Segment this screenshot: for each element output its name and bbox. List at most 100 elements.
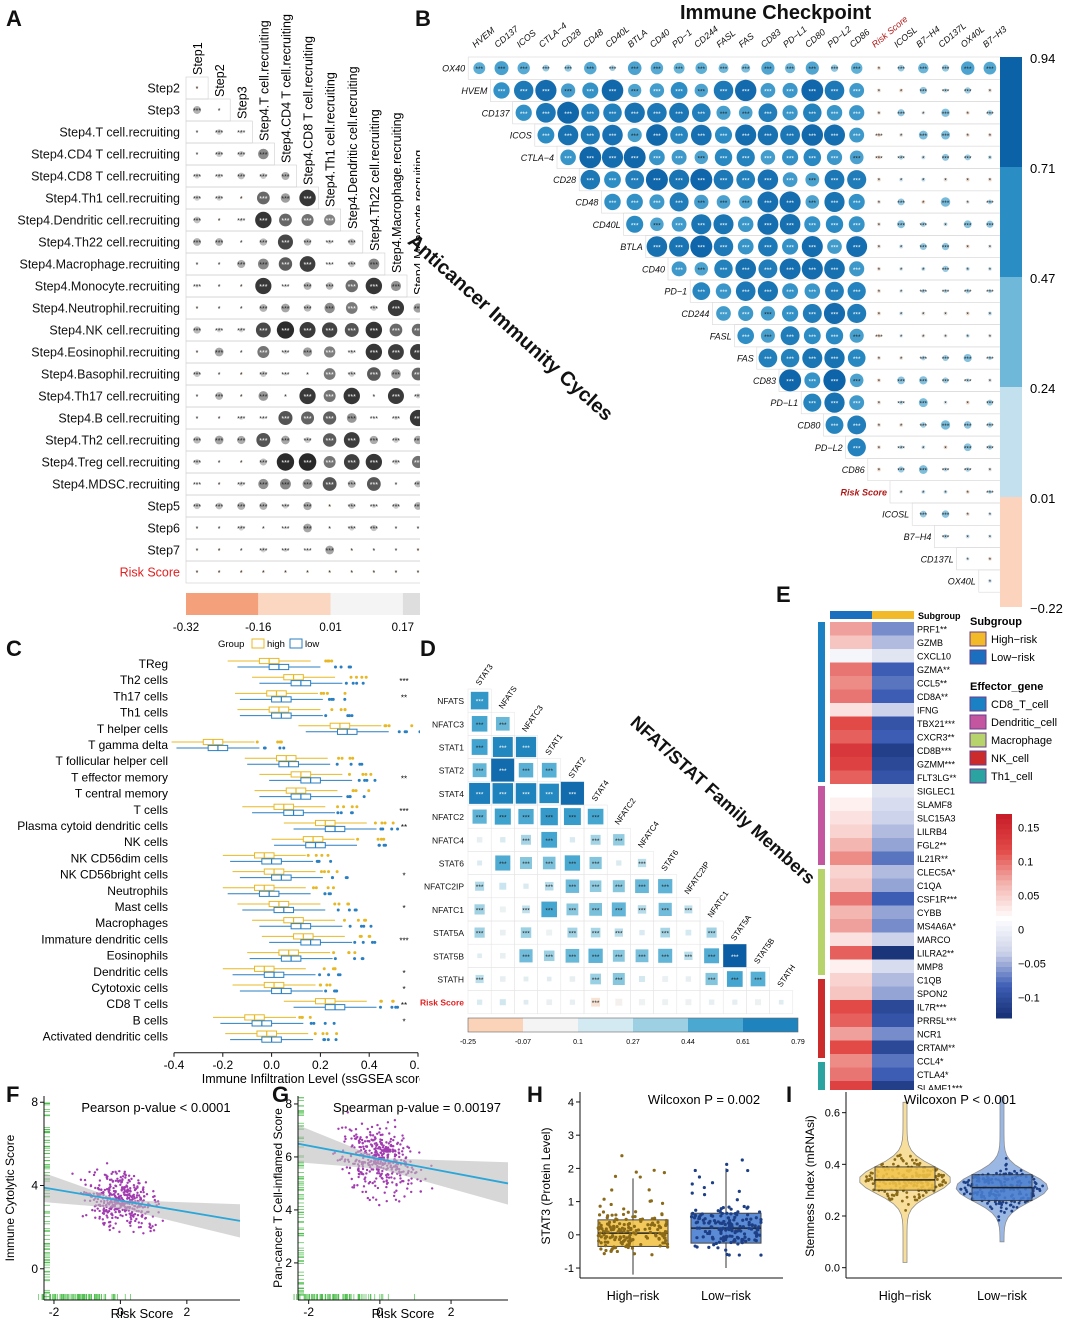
- panel-d-cell-stars: ***: [522, 815, 530, 822]
- panel-c-outlier: [309, 1021, 313, 1025]
- panel-i-point: [1004, 1156, 1008, 1160]
- panel-b-diag-label: CD40L: [593, 220, 621, 230]
- panel-b-cell-stars: *: [878, 356, 881, 363]
- panel-a-cell-stars: *: [218, 570, 221, 577]
- panel-b-top-label: FAS: [737, 31, 756, 49]
- panel-b-cell-circle: [965, 333, 970, 338]
- panel-b-cell-circle: [739, 195, 753, 209]
- panel-h-point: [757, 1210, 762, 1214]
- scatter-point: [107, 1209, 111, 1213]
- scatter-point: [370, 1151, 373, 1155]
- scatter-point: [393, 1135, 396, 1139]
- panel-a-cell-stars: ***: [414, 482, 420, 489]
- panel-b-cell-stars: *: [966, 111, 969, 118]
- panel-a-row-frame: [185, 538, 420, 562]
- y-tick-label: 4: [285, 1203, 292, 1217]
- panel-i-point: [913, 1195, 916, 1199]
- panel-c-outlier: [322, 967, 326, 971]
- panel-b-cell-stars: ***: [942, 155, 950, 162]
- panel-i-point: [935, 1178, 939, 1181]
- panel-a-cell-stars: *: [350, 548, 353, 555]
- panel-e-legend-effector-swatch: [969, 750, 987, 766]
- panel-b-cell-circle: [987, 244, 992, 249]
- panel-b-cell-circle: [757, 281, 779, 302]
- panel-b-cell-stars: ***: [631, 88, 639, 95]
- panel-i-point: [1010, 1209, 1014, 1213]
- panel-c-outlier: [359, 924, 363, 928]
- panel-b-cell-circle: [758, 259, 778, 279]
- panel-b-cell-stars: ***: [698, 200, 706, 207]
- panel-b-top-label: CD244: [692, 24, 720, 50]
- panel-d-cell-stars: ***: [615, 977, 623, 984]
- panel-b-cell-stars: *: [966, 267, 969, 274]
- panel-b-cell-stars: ***: [986, 423, 994, 430]
- scatter-point: [395, 1189, 398, 1192]
- panel-a-cell-circle: [388, 344, 404, 360]
- panel-d-cell-square: [637, 905, 647, 914]
- scatter-point: [368, 1198, 371, 1202]
- panel-a-cell-stars: ***: [370, 460, 378, 467]
- panel-a-cell-circle: [193, 238, 201, 246]
- panel-i-point: [986, 1201, 989, 1205]
- scatter-point: [343, 1140, 346, 1143]
- panel-i-point: [999, 1206, 1003, 1209]
- panel-e-cell-low: [872, 1000, 914, 1014]
- panel-b-cell-circle: [736, 148, 755, 167]
- panel-a-cell-stars: *: [218, 306, 221, 313]
- panel-b-cell-circle: [941, 108, 950, 117]
- panel-b-cell-circle: [876, 445, 881, 450]
- panel-a-cell-circle: [281, 303, 290, 313]
- panel-i-violin: [955, 1096, 1049, 1243]
- panel-h-point: [599, 1226, 603, 1230]
- panel-a-cell-stars: ***: [326, 240, 334, 247]
- panel-e-cell-high: [830, 973, 872, 987]
- panel-e-gene-label: SIGLEC1: [917, 787, 955, 797]
- panel-b-top-label: B7−H4: [914, 24, 942, 50]
- panel-e-colorbar-step: [996, 880, 1012, 886]
- panel-a-cell-circle: [389, 323, 403, 337]
- panel-b-cell-circle: [714, 148, 733, 167]
- panel-d-cell-stars: ***: [499, 722, 507, 729]
- panel-c-outlier: [314, 886, 318, 890]
- panel-b-cell-stars: ***: [942, 111, 950, 118]
- panel-h-point: [639, 1243, 643, 1247]
- panel-a-cell-stars: ***: [348, 482, 356, 489]
- panel-b-cell-stars: ***: [964, 66, 972, 73]
- panel-b-cell-stars: *: [989, 334, 992, 341]
- panel-c-outlier: [278, 746, 282, 750]
- panel-c-category-label: Activated dendritic cells: [43, 1030, 168, 1044]
- panel-c-outlier: [383, 724, 387, 728]
- panel-h-point: [710, 1235, 715, 1239]
- panel-c-category-label: Immature dendritic cells: [41, 932, 168, 946]
- scatter-point: [161, 1219, 165, 1222]
- scatter-point: [402, 1180, 405, 1183]
- panel-i-point: [909, 1154, 912, 1158]
- panel-e-colorbar-step: [996, 941, 1012, 948]
- scatter-point: [142, 1232, 145, 1235]
- panel-a-cell-stars: ***: [237, 218, 245, 225]
- panel-d-cell-square: [499, 906, 506, 913]
- panel-b-cell-stars: ***: [964, 378, 972, 385]
- panel-b-diag-label: CD80: [797, 420, 820, 430]
- panel-c-category-label: Th1 cells: [120, 706, 168, 720]
- panel-a-cell-circle: [416, 548, 420, 552]
- scatter-point: [108, 1183, 112, 1186]
- panel-b-cell-circle: [714, 126, 733, 144]
- scatter-point: [398, 1200, 401, 1203]
- panel-e-legend-low: Low−risk: [991, 652, 1035, 664]
- panel-i-point: [918, 1161, 922, 1165]
- panel-e-colorbar-step: [996, 834, 1012, 840]
- panel-b-cell-stars: ***: [698, 245, 706, 252]
- scatter-point: [381, 1169, 384, 1173]
- scatter-point: [131, 1214, 134, 1217]
- panel-e-legend-effector-swatch: [969, 768, 987, 784]
- panel-b-cell-stars: *: [900, 490, 903, 497]
- panel-h-y-tick-label: 0: [568, 1230, 574, 1242]
- panel-e-legend-high: High−risk: [991, 634, 1038, 646]
- panel-d-top-label: STATH: [775, 963, 797, 989]
- panel-h-point: [597, 1233, 601, 1237]
- panel-h-point: [695, 1245, 699, 1249]
- panel-label-d: D: [420, 636, 436, 661]
- panel-e-cell-high: [830, 1067, 872, 1081]
- panel-b-cell-circle: [716, 195, 731, 209]
